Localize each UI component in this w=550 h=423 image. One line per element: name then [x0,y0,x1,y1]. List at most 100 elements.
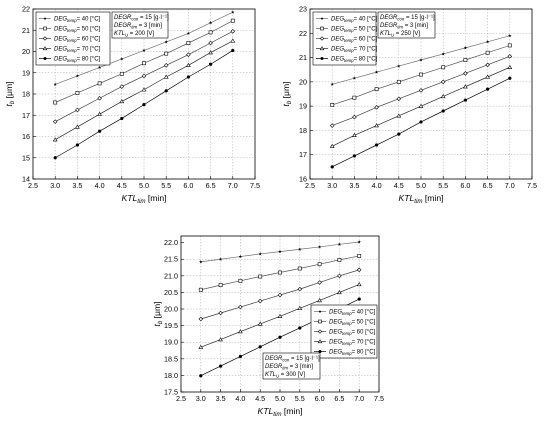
data-point [396,113,402,118]
y-tick-label: 18 [22,90,30,99]
chart-panel-3: 2.5 3.0 3.5 4.0 4.5 5.0 5.5 6.0 6.5 7.0 7.5 17.5 18.… [152,235,384,418]
data-point [230,38,236,43]
data-point [508,76,512,80]
data-point [397,132,401,136]
data-point [238,304,243,310]
y-axis-title-unit: [μm] [281,81,291,98]
data-point [352,95,357,100]
legend-label-sub: temp [344,48,354,53]
x-axis-title-unit: [min] [284,406,303,416]
data-point [141,87,147,92]
x-tick-label: 5.5 [161,181,171,190]
data-point [164,51,169,56]
y-axis-title-sub: b [9,100,16,104]
data-point [374,70,379,74]
data-point [75,74,80,78]
legend-label-main: DEG [331,17,344,23]
condition-label: DEGRcon = 15 [g·l⁻¹] [114,15,169,22]
chart-panel-2: 2.5 3.0 3.5 4.0 4.5 5.0 5.5 6.0 6.5 7.0 7.5 16 17 18 1… [281,5,537,206]
series-1 [199,240,361,264]
condition-label-sub: tim [131,25,137,30]
legend-marker [42,36,48,41]
legend-label-rest: = 50 [°C] [77,27,101,33]
condition-label-rest: = 15 [g·l⁻¹] [404,15,435,21]
data-point [463,84,468,89]
data-point [257,321,263,326]
legend-label: DEGtemp= 50 [°C] [331,27,378,34]
condition-label-main: DEGR [114,23,132,29]
data-point [441,65,446,70]
legend-label: DEGtemp= 50 [°C] [54,27,101,34]
data-point [53,156,57,160]
condition-label-sub: con [282,358,290,363]
x-tick-label: 6.0 [183,181,193,190]
x-tick-label: 3.5 [216,394,226,403]
series-4 [52,38,236,142]
y-axis-title: tb [μm] [281,81,293,106]
data-point [356,282,362,287]
condition-label-main: KTL [114,31,125,37]
data-point [258,274,263,279]
legend-label: DEGtemp= 70 [°C] [54,47,101,54]
data-point [208,21,213,25]
legend-label-rest: = 50 [°C] [352,320,376,326]
data-point [298,326,302,330]
y-tick-label: 20.0 [164,305,178,314]
legend: DEGtemp= 40 [°C]DEGtemp= 50 [°C]DEGtemp=… [310,304,378,359]
data-point [440,79,446,85]
legend-label-rest: = 60 [°C] [77,37,101,43]
legend-label-sub: temp [67,18,77,23]
x-tick-label: 4.0 [95,181,105,190]
data-point [97,111,102,116]
data-point [186,31,191,35]
data-point [317,262,322,267]
data-point [463,98,467,102]
conditions-box: DEGRcon = 15 [g·l⁻¹]DEGRtim = 3 [min]KTL… [377,11,436,39]
legend-label-main: DEG [331,57,344,63]
condition-label-main: DEGR [265,364,283,370]
data-point [218,283,223,288]
x-axis-title-main: KTL [257,406,273,416]
data-point [97,95,102,101]
x-tick-label: 2.5 [176,394,186,403]
condition-label-sub: U [125,33,129,38]
data-point [357,240,361,244]
legend-marker [43,57,47,60]
series-4 [329,64,513,148]
y-axis-title-unit: [μm] [4,81,14,98]
data-point [317,245,322,249]
condition-label-rest: = 15 [g·l⁻¹] [138,15,169,21]
y-tick-label: 21 [22,26,30,35]
legend-label-main: DEG [54,47,67,53]
legend-marker [320,16,324,20]
data-point [98,129,102,133]
legend-marker [318,309,322,313]
x-tick-label: 3.0 [196,394,206,403]
condition-label: DEGRtim = 3 [min] [114,23,162,30]
legend-label-main: DEG [54,27,67,33]
y-tick-label: 19 [299,102,307,111]
y-tick-label: 16 [299,175,307,184]
x-axis-title-main: KTL [121,193,137,203]
data-point [198,287,203,292]
data-point [277,292,283,298]
x-tick-label: 5.5 [295,394,305,403]
legend-label-sub: temp [344,28,354,33]
data-point [297,305,303,311]
legend-label-rest: = 70 [°C] [77,47,101,53]
data-point [352,132,357,137]
data-point [507,54,513,59]
data-point [186,75,190,79]
x-axis-title-unit: [min] [425,193,444,203]
condition-label-sub: tim [397,25,403,30]
data-point [352,154,356,158]
data-point [231,48,235,53]
y-axis-title-main: t [281,104,291,107]
data-point [75,107,80,113]
x-axis-title: KTLtim [min] [398,193,443,205]
x-tick-label: 6.5 [206,181,216,190]
data-point [419,120,423,124]
data-point [141,73,147,79]
legend-label: DEGtemp= 60 [°C] [54,37,101,44]
